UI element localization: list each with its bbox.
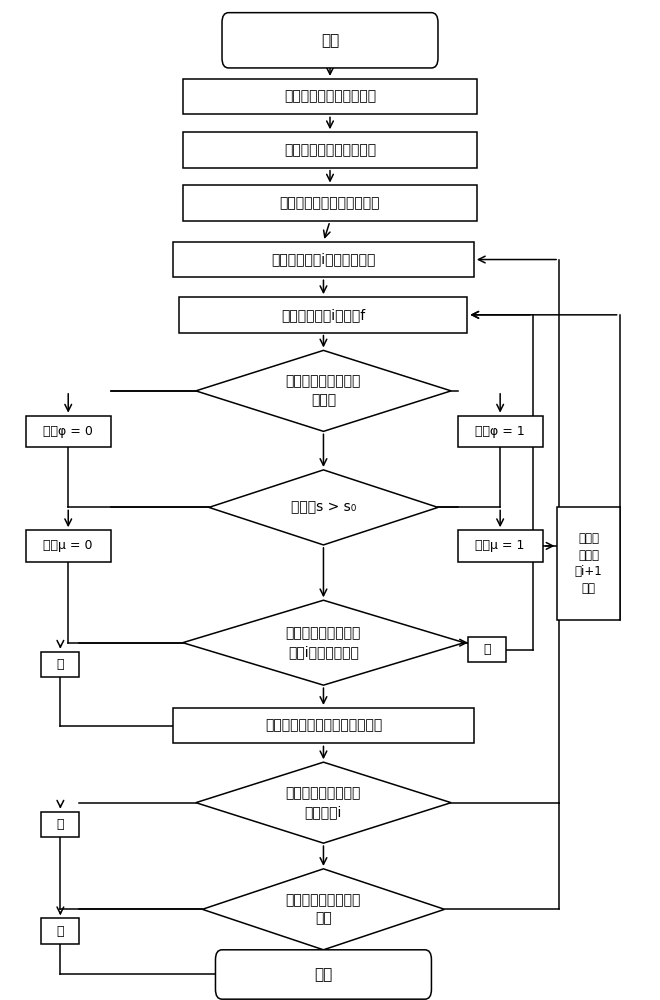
Bar: [26, 416, 111, 447]
Text: 开始: 开始: [321, 33, 339, 48]
Bar: [26, 530, 111, 562]
Text: 结束: 结束: [314, 967, 333, 982]
Bar: [457, 416, 543, 447]
FancyBboxPatch shape: [222, 13, 438, 68]
Text: 计算：物质点i的合力f: 计算：物质点i的合力f: [281, 308, 366, 322]
Text: 是: 是: [57, 818, 64, 831]
Polygon shape: [196, 350, 451, 431]
Bar: [183, 132, 477, 168]
Text: 是: 是: [57, 925, 64, 938]
Text: 判断：是否遍历了所
有物质点i: 判断：是否遍历了所 有物质点i: [286, 786, 361, 819]
Polygon shape: [209, 470, 438, 545]
Text: 否：计
算物质
点i+1
的力: 否：计 算物质 点i+1 的力: [575, 532, 603, 595]
Text: 计算：下一时间步的速度和位移: 计算：下一时间步的速度和位移: [265, 719, 382, 733]
Text: 判断：s > s₀: 判断：s > s₀: [291, 500, 356, 514]
Text: 初始化：计算参数和模型: 初始化：计算参数和模型: [284, 90, 376, 104]
Text: 判断：是否位于开挖
轮廓内: 判断：是否位于开挖 轮廓内: [286, 375, 361, 407]
Polygon shape: [203, 869, 445, 950]
Bar: [468, 637, 506, 662]
Text: 是：φ = 0: 是：φ = 0: [44, 425, 93, 438]
Bar: [173, 242, 474, 277]
Polygon shape: [196, 762, 451, 843]
FancyBboxPatch shape: [215, 950, 432, 999]
Text: 是: 是: [57, 658, 64, 671]
Bar: [173, 708, 474, 743]
Text: 计算：物质点i的速度和位置: 计算：物质点i的速度和位置: [271, 253, 376, 267]
Bar: [42, 812, 79, 837]
Text: 否: 否: [483, 643, 491, 656]
Text: 是：μ = 0: 是：μ = 0: [44, 539, 93, 552]
Text: 初始化：所有物质点的键: 初始化：所有物质点的键: [284, 143, 376, 157]
Text: 施加：初始条件和边界条件: 施加：初始条件和边界条件: [280, 196, 380, 210]
Bar: [183, 79, 477, 114]
Bar: [180, 297, 467, 333]
Bar: [42, 652, 79, 677]
Bar: [183, 185, 477, 221]
Text: 判断：是否遍历了物
质点i邻域内所有键: 判断：是否遍历了物 质点i邻域内所有键: [286, 626, 361, 659]
Bar: [457, 530, 543, 562]
Bar: [558, 507, 620, 620]
Text: 否：μ = 1: 否：μ = 1: [475, 539, 525, 552]
Text: 判断：是否达到平衡
条件: 判断：是否达到平衡 条件: [286, 893, 361, 926]
Polygon shape: [183, 600, 464, 685]
Text: 否：φ = 1: 否：φ = 1: [475, 425, 525, 438]
Bar: [42, 918, 79, 944]
